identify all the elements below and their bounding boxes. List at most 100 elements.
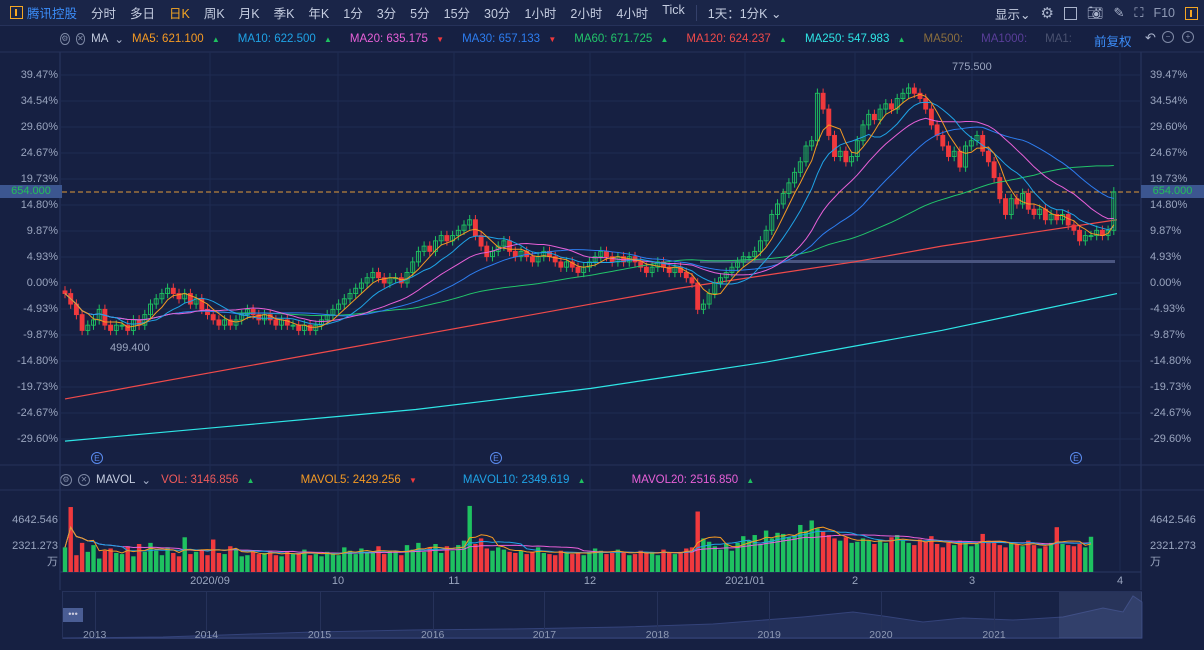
camera-icon[interactable]: 📷︎ [1086,5,1104,20]
candle-body [843,150,849,163]
candle-body [877,108,883,121]
navigator[interactable]: 201320142015201620172018201920202021 ••• [62,591,1143,641]
candle-body [501,240,507,247]
layout-icon[interactable] [1063,6,1077,20]
volume-bar [974,543,980,572]
period-select[interactable]: 1天：1分K ⌄ [707,7,782,21]
adjust-button[interactable]: 前复权 [1094,35,1132,49]
volume-bar [820,531,826,572]
candle-body [205,308,210,316]
zoom-in-icon[interactable]: + [1182,31,1194,43]
tab-2[interactable]: 日K [169,7,190,21]
candle-body [592,256,598,263]
volume-bar [547,554,552,572]
tab-12[interactable]: 1小时 [524,7,557,21]
volume-bar [695,511,700,572]
navigator-handle[interactable]: ••• [63,608,83,622]
volume-bar [963,542,968,572]
stock-title[interactable]: 腾讯控股 [27,7,78,21]
sidebar-toggle-icon[interactable] [10,6,23,19]
x-tick-label: 12 [583,575,597,587]
candle-body [729,266,735,273]
tab-3[interactable]: 周K [203,7,225,21]
tab-13[interactable]: 2小时 [570,7,603,21]
navigator-grid [544,592,546,638]
candle-body [85,324,91,331]
volume-bar [490,550,495,572]
volume-bar [108,548,113,572]
volume-bar [1088,536,1094,572]
chevron-down-icon[interactable]: ⌄ [141,475,152,487]
event-icon[interactable]: E [91,452,103,464]
indicator-name[interactable]: MAVOL [96,474,136,486]
fullscreen-icon[interactable]: ⛶ [1134,5,1144,20]
tab-10[interactable]: 15分 [443,7,471,21]
volume-tick-label: 4642.546 [12,514,58,526]
candle-body [102,308,108,326]
zoom-out-icon[interactable]: − [1162,31,1174,43]
candle-body [347,293,353,300]
candle-body [1082,235,1088,242]
candle-body [906,87,912,94]
tab-8[interactable]: 3分 [376,7,397,21]
volume-bar [325,551,330,572]
navigator-selection[interactable] [1059,592,1142,638]
arrow-up-icon: ▲ [575,476,586,485]
gear-icon[interactable]: ⚙ [1040,5,1054,22]
legend-item: MA10: 622.500 ▲ [238,33,338,45]
tab-7[interactable]: 1分 [343,7,363,21]
volume-bar [68,507,73,572]
volume-bar [667,552,672,572]
candle-body [940,134,946,147]
tab-4[interactable]: 月K [238,7,260,21]
candle-body [438,235,444,242]
volume-bar [530,551,535,572]
volume-bar [889,537,894,572]
tab-11[interactable]: 30分 [484,7,511,21]
candle-body [934,124,940,136]
event-icon[interactable]: E [490,452,502,464]
indicator-name[interactable]: MA [91,33,109,45]
volume-bar [798,524,803,572]
candle-body [814,92,820,142]
pencil-icon[interactable]: ✎ [1113,5,1125,20]
panel-toggle-icon[interactable] [1185,6,1198,20]
candle-body [700,303,706,310]
chevron-down-icon[interactable]: ⌄ [114,34,125,46]
volume-tick-label: 万 [47,556,58,568]
tab-15[interactable]: Tick [662,3,685,17]
tab-0[interactable]: 分时 [91,7,117,21]
volume-bar [131,556,136,572]
close-icon[interactable]: ✕ [75,33,86,45]
candle-body [529,256,535,263]
navigator-grid [769,592,771,638]
display-menu[interactable]: 显示⌄ [994,7,1031,22]
volume-bar [826,535,831,572]
volume-bar [587,551,592,572]
event-icon[interactable]: E [1070,452,1082,464]
y-tick-label: -29.60% [1150,432,1191,445]
settings-icon[interactable]: ⚙ [60,33,70,45]
candle-body [849,156,855,163]
volume-bar [199,549,204,572]
tab-5[interactable]: 季K [273,7,295,21]
candle-body [866,113,872,126]
candle-body [370,272,376,279]
candle-body [803,145,809,163]
candle-body [210,314,216,321]
undo-icon[interactable]: ↶ [1145,30,1156,45]
close-icon[interactable]: ✕ [78,474,90,486]
f10-button[interactable]: F10 [1153,6,1175,20]
candle-body [985,150,991,163]
tab-6[interactable]: 年K [308,7,330,21]
volume-bar [159,555,165,572]
volume-bar [359,548,364,572]
tab-1[interactable]: 多日 [130,7,156,21]
tab-9[interactable]: 5分 [410,7,430,21]
volume-bar [535,547,541,572]
candle-body [558,261,564,268]
volume-bar [895,535,900,572]
volume-bar [507,551,512,572]
tab-14[interactable]: 4小时 [616,7,649,21]
